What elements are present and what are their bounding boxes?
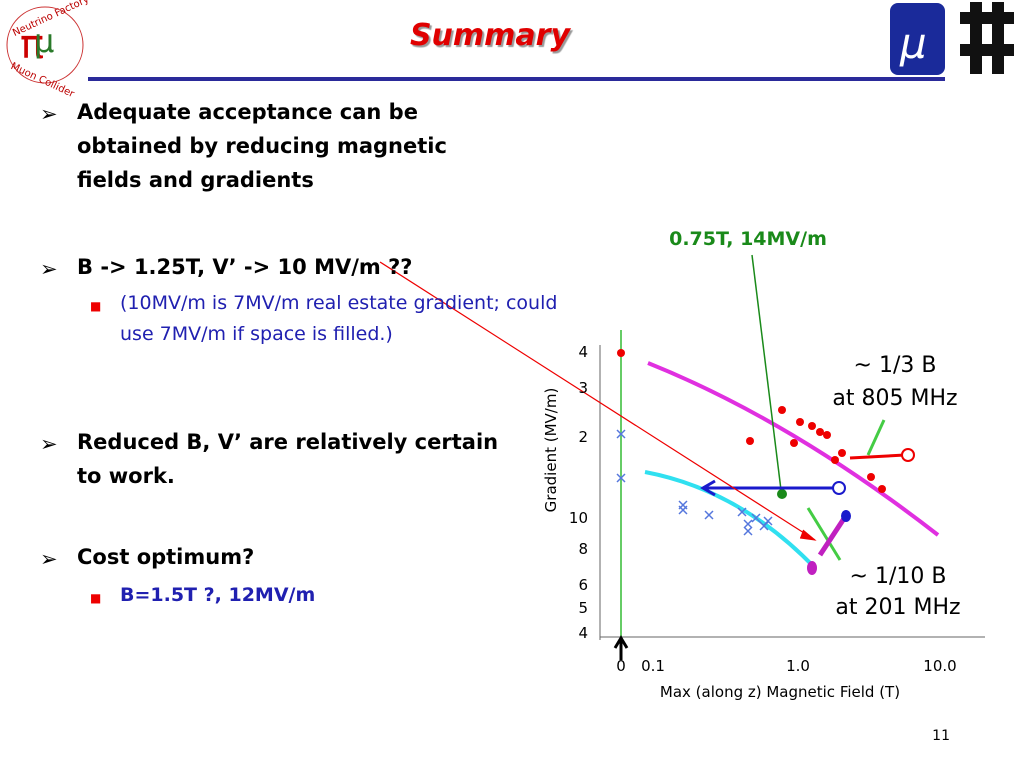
bullet-text: B -> 1.25T, V’ -> 10 MV/m ?? bbox=[77, 255, 413, 279]
callout-point bbox=[777, 489, 787, 499]
bullet-marker: ➢ bbox=[40, 257, 58, 281]
logo-ring bbox=[6, 6, 84, 84]
point bbox=[841, 510, 851, 522]
bullet-text: Adequate acceptance can be obtained by r… bbox=[77, 100, 447, 192]
y-tick-label: 2 bbox=[578, 428, 588, 446]
x-tick-label: 10.0 bbox=[923, 657, 956, 675]
sub-marker: ■ bbox=[90, 299, 102, 313]
curve-805 bbox=[647, 361, 940, 537]
mu-logo-symbol: μ bbox=[899, 19, 927, 68]
bullet-marker: ➢ bbox=[40, 432, 58, 456]
annotation: ~ 1/3 B bbox=[854, 353, 937, 378]
red-arrow bbox=[849, 453, 906, 460]
pointer-arrowhead bbox=[799, 529, 817, 541]
page-number: 11 bbox=[932, 728, 950, 744]
open-point bbox=[901, 448, 915, 462]
mu-logo bbox=[890, 3, 945, 75]
curve-201 bbox=[644, 470, 817, 570]
x-tick-label: 0 bbox=[616, 657, 626, 675]
shift-arrowhead bbox=[700, 479, 716, 497]
bullet-marker: ➢ bbox=[40, 102, 58, 126]
x-tick-label: 0.1 bbox=[641, 657, 665, 675]
y-tick-label: 5 bbox=[578, 599, 588, 617]
bullet-text: Cost optimum? bbox=[77, 545, 255, 569]
callout: 0.75T, 14MV/m bbox=[669, 228, 827, 250]
logo-mu: μ bbox=[34, 22, 54, 60]
sub-bullet-text: (10MV/m is 7MV/m real estate gradient; c… bbox=[120, 292, 558, 345]
magenta-arrow bbox=[817, 515, 848, 557]
y-tick-label: 6 bbox=[578, 576, 588, 594]
annotation: ~ 1/10 B bbox=[850, 564, 947, 589]
callout-line bbox=[751, 254, 782, 491]
slide-title: Summary bbox=[409, 18, 571, 53]
sub-bullet-text: B=1.5T ?, 12MV/m bbox=[120, 584, 316, 606]
y-tick-label: 8 bbox=[578, 540, 588, 558]
open-point bbox=[832, 481, 846, 495]
y-tick-label: 10 bbox=[569, 509, 588, 527]
fermilab-logo bbox=[960, 2, 1014, 74]
y-axis-label: Gradient (MV/m) bbox=[542, 388, 560, 513]
green-mark bbox=[806, 507, 842, 561]
sub-marker: ■ bbox=[90, 591, 102, 605]
y-tick-label: 3 bbox=[578, 379, 588, 397]
annotation: at 201 MHz bbox=[835, 595, 960, 620]
blue-crosses bbox=[616, 429, 773, 536]
x-axis-label: Max (along z) Magnetic Field (T) bbox=[660, 683, 900, 701]
green-mark bbox=[866, 419, 886, 456]
y-tick-label: 4 bbox=[578, 343, 588, 361]
x-tick-label: 1.0 bbox=[786, 657, 810, 675]
red-points bbox=[617, 349, 886, 493]
bullet-text: Reduced B, V’ are relatively certain to … bbox=[77, 430, 499, 488]
pointer-arrow bbox=[379, 261, 816, 541]
logo-pi: π bbox=[20, 22, 44, 68]
zero-arrow bbox=[613, 635, 629, 660]
y-tick-label: 4 bbox=[578, 624, 588, 642]
annotation: at 805 MHz bbox=[832, 386, 957, 411]
point bbox=[807, 561, 817, 575]
bullet-marker: ➢ bbox=[40, 547, 58, 571]
